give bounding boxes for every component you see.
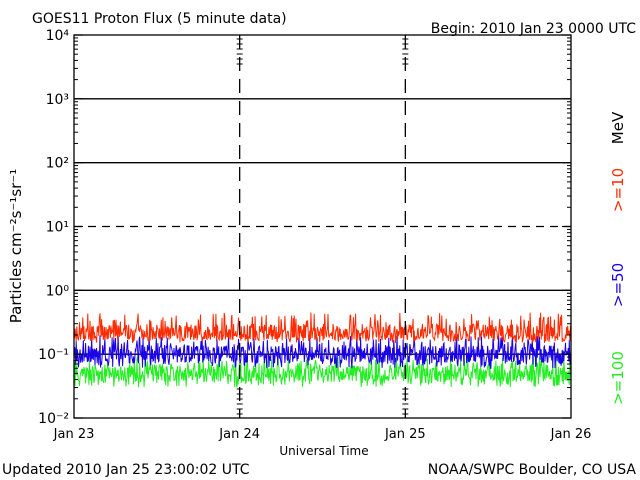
y-tick-label: 10²	[46, 156, 69, 172]
y-tick-label: 10³	[46, 92, 69, 108]
y-tick-label: 10¹	[46, 220, 69, 236]
plot-frame	[73, 34, 572, 419]
legend-ge100: >=100	[609, 351, 627, 405]
series-line-ge100	[73, 357, 572, 389]
x-tick-label: Jan 23	[53, 427, 95, 442]
updated-timestamp: Updated 2010 Jan 25 23:00:02 UTC	[2, 462, 250, 478]
credit-text: NOAA/SWPC Boulder, CO USA	[428, 462, 637, 478]
x-tick-label: Jan 26	[550, 427, 592, 442]
y-tick-label: 10⁻²	[38, 411, 69, 427]
legend-ge10: >=10	[609, 168, 627, 212]
x-tick-label: Jan 24	[218, 427, 260, 442]
series-line-ge50	[73, 334, 572, 369]
y-axis-label: Particles cm⁻²s⁻¹sr⁻¹	[7, 169, 25, 323]
y-tick-label: 10⁴	[46, 28, 70, 44]
y-tick-label: 10⁻¹	[38, 347, 69, 363]
begin-time: Begin: 2010 Jan 23 0000 UTC	[431, 21, 636, 37]
legend-ge50: >=50	[609, 263, 627, 307]
plot-area: 10⁻² 10⁻¹ 10⁰ 10¹ 10² 10³ 10⁴ Jan 23 Jan 24 Jan 2…	[38, 28, 591, 442]
chart-title: GOES11 Proton Flux (5 minute data)	[32, 11, 287, 27]
series-line-ge10	[73, 312, 572, 343]
x-tick-label: Jan 25	[384, 427, 426, 442]
x-axis-label: Universal Time	[279, 444, 368, 458]
y-tick-label: 10⁰	[46, 283, 70, 299]
legend-unit: MeV	[609, 111, 627, 144]
energy-legend: MeV >=10 >=50 >=100	[609, 111, 627, 405]
